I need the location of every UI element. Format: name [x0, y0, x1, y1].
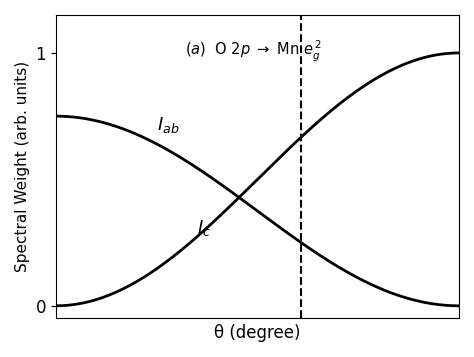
X-axis label: θ (degree): θ (degree)	[214, 324, 301, 342]
Text: $(a)$  O 2$p$ $\rightarrow$ Mn $e_g^{\,2}$: $(a)$ O 2$p$ $\rightarrow$ Mn $e_g^{\,2}…	[185, 39, 322, 64]
Text: $I_c$: $I_c$	[197, 218, 211, 238]
Text: $I_{ab}$: $I_{ab}$	[157, 115, 179, 135]
Y-axis label: Spectral Weight (arb. units): Spectral Weight (arb. units)	[15, 61, 30, 272]
